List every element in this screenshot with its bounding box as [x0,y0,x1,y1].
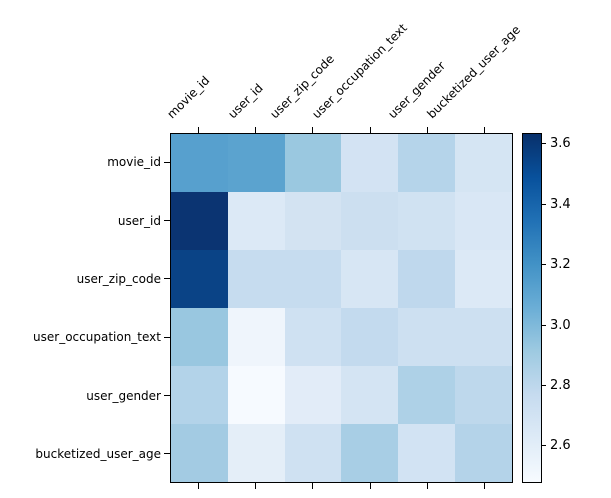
x-tick-top [483,127,485,133]
x-tick-top [426,127,428,133]
heatmap-cell-bucketized_user_age-x-user_occupation_text [341,424,399,482]
y-tick-left [164,336,170,338]
heatmap-cell-user_id-x-user_zip_code [284,192,342,250]
colorbar-tick-label-2.6: 2.6 [550,438,571,454]
heatmap-cell-user_gender-x-user_gender [398,366,456,424]
heatmap-cell-user_id-x-user_gender [398,192,456,250]
colorbar-tick-label-2.8: 2.8 [550,377,571,393]
heatmap-cell-user_gender-x-user_zip_code [284,366,342,424]
heatmap-cell-bucketized_user_age-x-movie_id [171,424,228,482]
y-tick-label-movie_id: movie_id [107,155,161,170]
colorbar-tick-label-3.4: 3.4 [550,196,571,212]
x-tick-bottom [426,483,428,489]
x-tick-bottom [483,483,485,489]
x-tick-bottom [255,483,257,489]
heatmap-cell-user_gender-x-user_id [227,366,285,424]
heatmap-cell-movie_id-x-user_gender [398,134,456,192]
heatmap-cell-user_zip_code-x-user_occupation_text [341,250,399,308]
heatmap-cell-movie_id-x-movie_id [171,134,228,192]
y-tick-label-bucketized_user_age: bucketized_user_age [35,446,161,461]
heatmap-cell-user_zip_code-x-bucketized_user_age [455,250,512,308]
colorbar [522,133,542,483]
y-tick-left [164,395,170,396]
x-tick-top [198,127,200,133]
heatmap-cell-user_id-x-bucketized_user_age [455,192,512,250]
heatmap-cell-user_id-x-user_occupation_text [341,192,399,250]
heatmap-cell-bucketized_user_age-x-user_id [227,424,285,482]
colorbar-tick-label-3.2: 3.2 [550,257,571,273]
heatmap-cell-user_gender-x-bucketized_user_age [455,366,512,424]
heatmap-cell-movie_id-x-bucketized_user_age [455,134,512,192]
heatmap-cell-user_occupation_text-x-user_gender [398,308,456,366]
heatmap-cell-bucketized_user_age-x-user_zip_code [284,424,342,482]
heatmap-cell-user_zip_code-x-movie_id [171,250,228,308]
colorbar-tick [542,143,546,145]
x-tick-top [312,127,314,133]
y-tick-left [164,278,170,280]
heatmap-cell-user_zip_code-x-user_gender [398,250,456,308]
heatmap-cell-user_zip_code-x-user_zip_code [284,250,342,308]
heatmap-cell-bucketized_user_age-x-bucketized_user_age [455,424,512,482]
y-tick-label-user_gender: user_gender [86,388,161,403]
heatmap-cell-bucketized_user_age-x-user_gender [398,424,456,482]
heatmap-cell-movie_id-x-user_zip_code [284,134,342,192]
heatmap-plot-area [170,133,513,483]
colorbar-tick-label-3.6: 3.6 [550,136,571,152]
heatmap-cell-user_id-x-movie_id [171,192,228,250]
y-tick-label-user_occupation_text: user_occupation_text [33,330,161,345]
heatmap-cell-movie_id-x-user_id [227,134,285,192]
x-tick-top [255,127,257,133]
heatmap-cell-user_id-x-user_id [227,192,285,250]
y-tick-left [164,453,170,455]
heatmap-cell-user_occupation_text-x-movie_id [171,308,228,366]
x-tick-top [369,127,371,133]
x-tick-bottom [312,483,314,489]
heatmap-cell-user_gender-x-user_occupation_text [341,366,399,424]
x-tick-label-movie_id: movie_id [164,73,213,122]
x-tick-bottom [369,483,371,489]
y-tick-label-user_zip_code: user_zip_code [76,271,161,286]
colorbar-tick [542,445,546,447]
colorbar-tick [542,203,546,205]
heatmap-cell-user_occupation_text-x-user_id [227,308,285,366]
y-tick-left [164,220,170,221]
colorbar-tick [542,384,546,386]
heatmap-cell-user_occupation_text-x-user_zip_code [284,308,342,366]
x-tick-bottom [198,483,200,489]
heatmap-cell-user_zip_code-x-user_id [227,250,285,308]
heatmap-cell-user_gender-x-movie_id [171,366,228,424]
heatmap-cell-user_occupation_text-x-user_occupation_text [341,308,399,366]
colorbar-tick-label-3.0: 3.0 [550,317,571,333]
y-tick-label-user_id: user_id [117,213,161,228]
heatmap-cell-movie_id-x-user_occupation_text [341,134,399,192]
heatmap-cell-user_occupation_text-x-bucketized_user_age [455,308,512,366]
y-tick-left [164,161,170,163]
x-tick-label-user_id: user_id [225,80,266,122]
colorbar-tick [542,264,546,266]
colorbar-tick [542,324,546,326]
